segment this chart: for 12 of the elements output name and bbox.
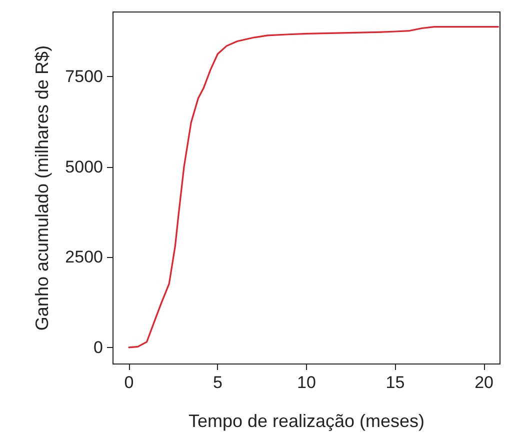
y-axis-title: Ganho acumulado (milhares de R$): [32, 45, 52, 331]
y-tick-label: 0: [94, 338, 103, 357]
x-tick-label: 10: [297, 373, 316, 392]
line-series: [128, 26, 500, 348]
x-tick-label: 0: [124, 373, 134, 392]
y-tick-label: 5000: [65, 157, 103, 176]
x-tick-label: 20: [474, 373, 494, 392]
y-tick-label: 2500: [65, 248, 103, 267]
x-tick-label: 5: [213, 373, 222, 392]
x-tick-label: 15: [386, 373, 405, 392]
x-axis-title: Tempo de realização (meses): [188, 411, 425, 431]
y-tick-label: 7500: [65, 67, 103, 86]
